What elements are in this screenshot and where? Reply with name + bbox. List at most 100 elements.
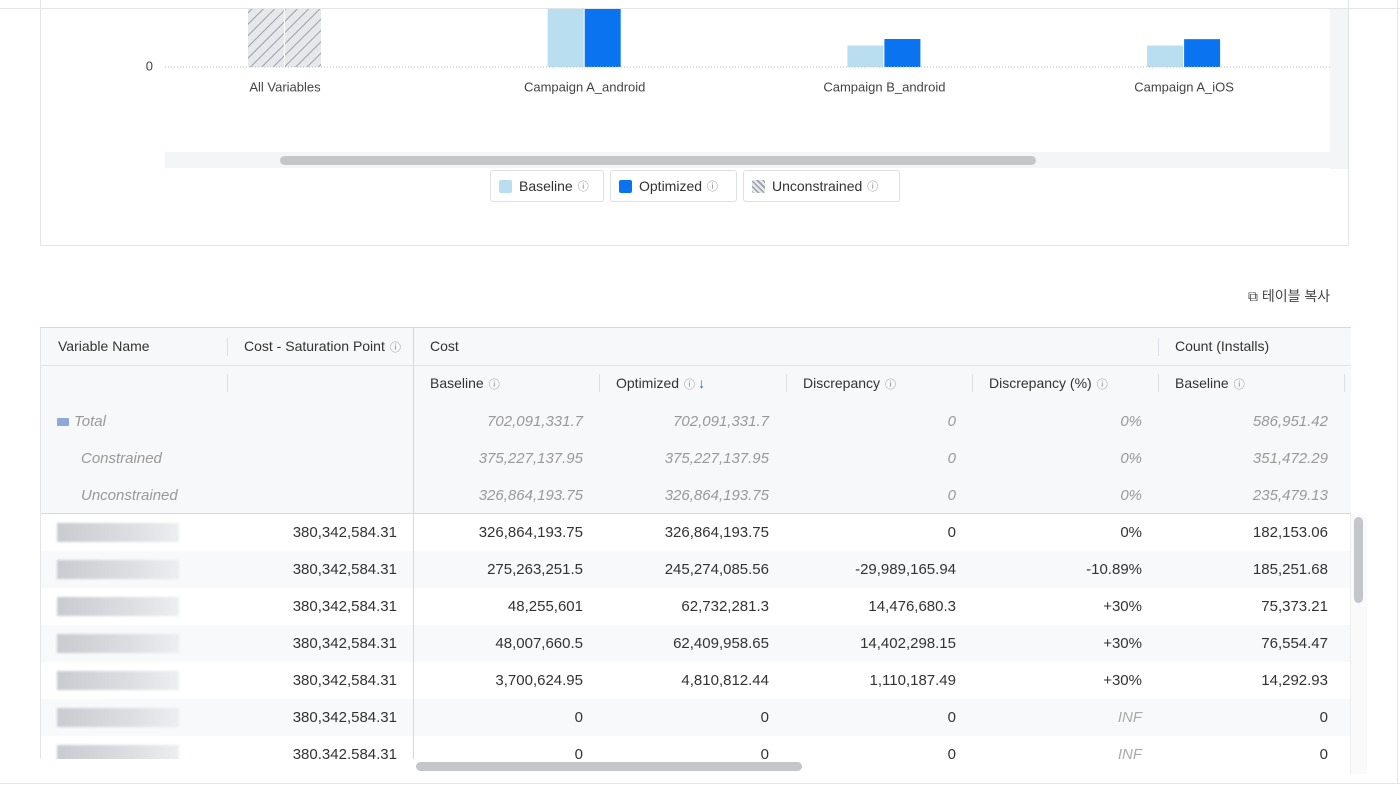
table-cell: 3,700,624.95 — [495, 672, 583, 689]
info-icon[interactable]: ⓘ — [885, 379, 897, 391]
copy-button[interactable]: ⧉ 테이블 복사 — [1248, 288, 1331, 304]
table-cell: 0 — [1319, 709, 1328, 726]
table-cell: 0 — [947, 746, 956, 759]
table-row — [41, 736, 1351, 759]
top-border — [0, 8, 1400, 9]
group-header: Variable Name — [58, 338, 150, 354]
bar — [884, 39, 921, 67]
summary-cell: 235,479.13 — [1252, 487, 1328, 504]
table-cell: 0 — [760, 746, 769, 759]
table-h-scroll-thumb[interactable] — [416, 762, 802, 771]
sort-icon[interactable]: ↓ — [698, 375, 706, 391]
table-cell: 14,292.93 — [1261, 672, 1328, 689]
table-cell: 182,153.06 — [1252, 524, 1328, 541]
info-icon[interactable]: ⓘ — [684, 379, 699, 391]
table-cell: +30% — [1103, 672, 1142, 689]
sub-header: Baseline ⓘ — [430, 375, 500, 391]
table-cell: 48,255,601 — [507, 598, 583, 615]
sub-header: Discrepancy (%) ⓘ — [989, 375, 1108, 391]
header-sep — [599, 374, 600, 392]
table-cell: 14,476,680.3 — [868, 598, 956, 615]
legend-label: Optimized — [639, 178, 703, 194]
right-border — [1397, 0, 1398, 784]
table-cell: +30% — [1103, 635, 1142, 652]
table-cell: 62,409,958.65 — [673, 635, 769, 652]
chart: 0 All Variables Campaign A_android Campaign… — [146, 9, 1348, 169]
x-tick-label: Campaign A_iOS — [1134, 79, 1234, 94]
legend-label: Baseline — [519, 178, 573, 194]
header-sep — [1158, 374, 1159, 392]
blurred-name — [57, 523, 179, 542]
summary-cell: 326,864,193.75 — [478, 487, 583, 504]
table-cell: 48,007,660.5 — [495, 635, 583, 652]
info-icon[interactable]: ⓘ — [1233, 379, 1245, 391]
summary-cell: 0% — [1120, 487, 1142, 504]
summary-cell: 0% — [1120, 413, 1142, 430]
summary-cell: 702,091,331.7 — [487, 413, 583, 430]
summary-cell: 0 — [947, 450, 956, 467]
info-icon[interactable]: ⓘ — [1096, 379, 1108, 391]
saturation-cell: 380,342,584.31 — [292, 598, 397, 615]
table-v-scroll-thumb[interactable] — [1354, 517, 1363, 603]
blurred-name — [57, 634, 179, 653]
sub-header: Optimized ⓘ ↓ — [616, 375, 706, 391]
table-cell: 0 — [1319, 746, 1328, 759]
header-sep — [1158, 338, 1159, 356]
table-cell: 14,402,298.15 — [860, 635, 956, 652]
x-tick-label: Campaign A_android — [524, 79, 645, 94]
table-row — [41, 551, 1351, 589]
summary-row — [41, 440, 1351, 478]
header-sep — [227, 374, 228, 392]
summary-name: Total — [74, 413, 106, 430]
table-cell: 0 — [574, 746, 583, 759]
legend-item[interactable]: Unconstrained ⓘ — [743, 170, 900, 202]
table-cell: INF — [1117, 709, 1142, 726]
blurred-name — [57, 597, 179, 616]
sub-header: Baseline ⓘ — [1175, 375, 1245, 391]
summary-cell: 0 — [947, 413, 956, 430]
bar — [547, 9, 584, 67]
chart-card — [40, 0, 1349, 246]
table-cell: -10.89% — [1086, 561, 1142, 578]
header-sep — [227, 338, 228, 356]
table-cell: -29,989,165.94 — [855, 561, 956, 578]
blurred-name — [57, 560, 179, 579]
h-scroll-thumb[interactable] — [280, 156, 1036, 165]
saturation-cell: 380,342,584.31 — [292, 561, 397, 578]
table-row — [41, 514, 1351, 552]
summary-cell: 586,951.42 — [1252, 413, 1328, 430]
x-tick-label: Campaign B_android — [823, 79, 945, 94]
table: Variable Name Cost - Saturation Point ⓘ Cos… — [40, 327, 1351, 759]
summary-cell: 351,472.29 — [1252, 450, 1328, 467]
bar — [248, 9, 284, 67]
legend-item[interactable]: Optimized ⓘ — [610, 170, 737, 202]
saturation-cell: 380,342,584.31 — [292, 746, 397, 759]
summary-cell: 326,864,193.75 — [664, 487, 769, 504]
blurred-name — [57, 708, 179, 727]
summary-row — [41, 477, 1351, 515]
frozen-divider — [413, 328, 414, 759]
blurred-name — [57, 671, 179, 690]
table-cell: 76,554.47 — [1261, 635, 1328, 652]
saturation-cell: 380,342,584.31 — [292, 635, 397, 652]
group-header: Count (Installs) — [1175, 338, 1270, 354]
summary-row — [41, 403, 1351, 441]
header-sep — [786, 374, 787, 392]
summary-cell: 375,227,137.95 — [478, 450, 583, 467]
bar — [285, 9, 321, 67]
summary-cell: 0 — [947, 487, 956, 504]
table-cell: 185,251.68 — [1252, 561, 1328, 578]
info-icon[interactable]: ⓘ — [389, 342, 401, 354]
header-sep — [972, 374, 973, 392]
summary-cell: 702,091,331.7 — [673, 413, 769, 430]
legend-item[interactable]: Baseline ⓘ — [490, 170, 604, 202]
table-cell: 62,732,281.3 — [681, 598, 769, 615]
bar — [847, 45, 884, 67]
header-bg — [41, 328, 1351, 404]
table-cell: 326,864,193.75 — [664, 524, 769, 541]
blurred-name — [57, 745, 179, 759]
bottom-border — [0, 783, 1400, 784]
info-icon[interactable]: ⓘ — [488, 379, 500, 391]
table-cell: 275,263,251.5 — [487, 561, 583, 578]
table-cell: 75,373.21 — [1261, 598, 1328, 615]
